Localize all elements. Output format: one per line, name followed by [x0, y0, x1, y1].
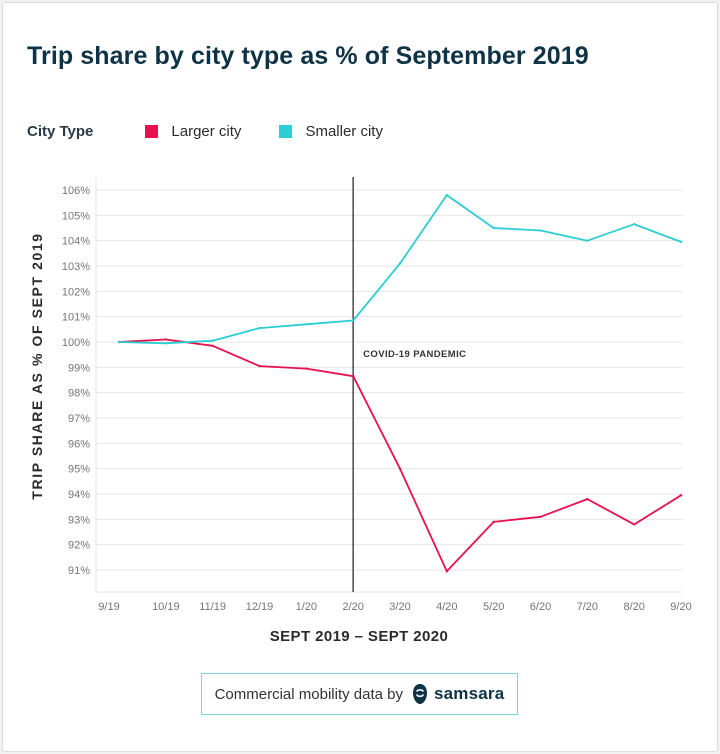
y-axis-label: TRIP SHARE AS % OF SEPT 2019 — [29, 232, 45, 499]
y-tick-label-97: 97% — [68, 413, 90, 425]
point-smaller-city-7-20 — [586, 239, 589, 242]
legend-swatch-smaller-city — [279, 124, 293, 138]
point-larger-city-2-20 — [351, 375, 355, 378]
point-larger-city-7-20 — [586, 497, 589, 501]
point-smaller-city-1-20 — [305, 323, 308, 326]
y-tick-label-103: 103% — [62, 261, 90, 273]
y-tick-label-99: 99% — [68, 362, 90, 374]
x-axis-label: SEPT 2019 – SEPT 2020 — [270, 628, 449, 645]
x-tick-label-4-20: 4/20 — [436, 601, 457, 613]
y-tick-label-102: 102% — [62, 286, 90, 298]
legend-item-larger-city[interactable]: Larger city — [145, 123, 241, 140]
legend: City Type Larger city Smaller city — [27, 121, 421, 141]
point-smaller-city-9-20 — [679, 240, 683, 244]
point-smaller-city-5-20 — [492, 226, 495, 230]
series-line-larger-city — [118, 338, 682, 573]
y-tick-label-92: 92% — [68, 540, 90, 552]
y-tick-label-93: 93% — [68, 514, 90, 526]
x-tick-label-9-20: 9/20 — [670, 601, 691, 613]
point-larger-city-5-20 — [492, 520, 495, 524]
series-line-smaller-city — [118, 194, 682, 345]
y-tick-label-100: 100% — [62, 337, 90, 349]
y-tick-label-106: 106% — [62, 185, 90, 197]
y-tick-label-98: 98% — [68, 388, 90, 400]
x-tick-label-1-20: 1/20 — [296, 601, 317, 613]
chart-title: Trip share by city type as % of Septembe… — [27, 42, 589, 70]
point-smaller-city-4-20 — [445, 193, 449, 197]
y-tick-label-105: 105% — [62, 210, 90, 222]
x-tick-label-12-19: 12/19 — [246, 601, 274, 613]
x-tick-label-5-20: 5/20 — [483, 601, 504, 613]
point-smaller-city-9-19 — [117, 340, 121, 344]
y-tick-label-95: 95% — [68, 464, 90, 476]
x-tick-label-11-19: 11/19 — [199, 601, 226, 613]
y-tick-label-94: 94% — [68, 489, 90, 501]
point-larger-city-12-19 — [258, 364, 261, 368]
point-smaller-city-8-20 — [632, 223, 636, 226]
x-tick-label-8-20: 8/20 — [623, 601, 644, 613]
legend-label-smaller-city: Smaller city — [305, 122, 383, 140]
x-tick-label-3-20: 3/20 — [389, 601, 410, 613]
point-smaller-city-12-19 — [258, 326, 261, 330]
point-larger-city-1-20 — [305, 367, 308, 370]
legend-swatch-larger-city — [145, 124, 159, 138]
x-tick-label-10-19: 10/19 — [152, 601, 180, 613]
point-larger-city-8-20 — [632, 523, 636, 526]
x-tick-label-9-19: 9/19 — [98, 601, 119, 613]
point-larger-city-3-20 — [398, 467, 402, 470]
legend-item-smaller-city[interactable]: Smaller city — [279, 123, 383, 140]
point-larger-city-11-19 — [211, 344, 214, 347]
footer-attribution[interactable]: Commercial mobility data by samsara — [201, 673, 518, 715]
point-smaller-city-10-19 — [164, 342, 168, 345]
brand-name: samsara — [434, 684, 505, 703]
point-smaller-city-3-20 — [398, 262, 402, 265]
y-tick-label-91: 91% — [68, 565, 90, 577]
point-smaller-city-11-19 — [211, 339, 214, 342]
y-tick-label-104: 104% — [62, 236, 90, 248]
point-larger-city-10-19 — [164, 338, 168, 341]
x-tick-label-2-20: 2/20 — [342, 601, 363, 613]
event-annotation-label: COVID-19 PANDEMIC — [363, 349, 466, 360]
point-smaller-city-2-20 — [351, 319, 355, 322]
x-tick-label-7-20: 7/20 — [577, 601, 598, 613]
samsara-logo-icon — [413, 684, 427, 704]
legend-label-larger-city: Larger city — [171, 122, 242, 140]
point-smaller-city-6-20 — [539, 229, 542, 232]
y-tick-label-101: 101% — [62, 312, 90, 324]
line-chart: 91% 92% 93% 94% 95% 96% 97% 98% 99% 100% 101% 102% 1… — [29, 177, 692, 645]
y-tick-label-96: 96% — [68, 438, 90, 450]
point-larger-city-9-20 — [679, 494, 683, 497]
legend-title: City Type — [27, 122, 94, 140]
point-larger-city-4-20 — [445, 570, 449, 573]
footer-text: Commercial mobility data by — [214, 685, 403, 703]
point-larger-city-6-20 — [539, 515, 542, 518]
x-tick-label-6-20: 6/20 — [530, 601, 551, 613]
